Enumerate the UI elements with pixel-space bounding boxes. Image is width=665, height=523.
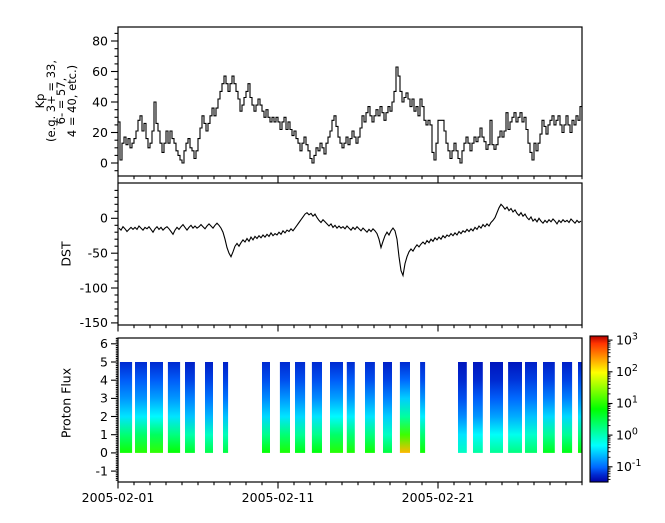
colorbar: 103 102 101 100 10-1 bbox=[589, 331, 641, 483]
y-tick-label: 80 bbox=[92, 33, 108, 48]
panel-frame bbox=[117, 182, 583, 326]
spectrogram-columns bbox=[119, 362, 582, 453]
y-tick-label: 3 bbox=[100, 391, 108, 406]
spectrogram-column bbox=[185, 362, 195, 453]
y-tick-label: -150 bbox=[80, 315, 108, 330]
x-tick-label-2005-02-01: 2005-02-01 bbox=[81, 490, 155, 505]
y-tick-label: 0 bbox=[100, 445, 108, 460]
y-tick-label: -50 bbox=[88, 246, 108, 261]
spectrogram-column bbox=[330, 362, 343, 453]
spectrogram-column bbox=[346, 362, 355, 453]
spectrogram-column bbox=[473, 362, 483, 453]
y-tick-label: 4 bbox=[100, 373, 108, 388]
spectrogram-column bbox=[262, 362, 270, 453]
spectrogram-column bbox=[578, 362, 582, 453]
spectrogram-column bbox=[223, 362, 229, 453]
y-tick-label: -1 bbox=[96, 463, 108, 478]
spectrogram-column bbox=[490, 362, 503, 453]
spectrogram-column bbox=[525, 362, 537, 453]
y-tick-label: 2 bbox=[100, 409, 108, 424]
y-tick-label: 5 bbox=[100, 354, 108, 369]
kp-axis-label-line-4: 4 = 40, etc.) bbox=[64, 64, 79, 138]
spectrogram-column bbox=[150, 362, 163, 453]
axes-frames-and-ticks bbox=[111, 26, 583, 489]
colorbar-tick-label: 10-1 bbox=[616, 458, 641, 474]
colorbar-tick-label: 102 bbox=[616, 363, 638, 379]
panel-frame bbox=[117, 337, 583, 483]
colorbar-tick-label: 100 bbox=[616, 426, 638, 442]
dst-line bbox=[118, 203, 582, 278]
y-tick-label: 60 bbox=[92, 64, 108, 79]
spectrogram-column bbox=[295, 362, 306, 453]
spectrogram-column bbox=[135, 362, 147, 453]
y-tick-label: 40 bbox=[92, 94, 108, 109]
spectrogram-column bbox=[508, 362, 522, 453]
spectrogram-column bbox=[279, 362, 290, 453]
colorbar-tick-label: 103 bbox=[616, 331, 638, 347]
proton-flux-axis-label: Proton Flux bbox=[58, 367, 74, 439]
dst-axis-label: DST bbox=[58, 241, 74, 267]
y-tick-label: 0 bbox=[100, 155, 108, 170]
x-tick-label-2005-02-11: 2005-02-11 bbox=[241, 490, 315, 505]
spectrogram-column bbox=[119, 362, 133, 453]
panel-frame bbox=[117, 26, 583, 177]
spectrogram-column bbox=[458, 362, 467, 453]
y-tick-label: 1 bbox=[100, 427, 108, 442]
colorbar-gradient bbox=[589, 335, 609, 483]
y-tick-label: 6 bbox=[100, 336, 108, 351]
spectrogram-column bbox=[311, 362, 322, 453]
y-tick-label: 0 bbox=[100, 211, 108, 226]
spectrogram-column bbox=[420, 362, 426, 453]
spectrogram-column bbox=[365, 362, 375, 453]
spectrogram-column bbox=[543, 362, 555, 453]
colorbar-tick-label: 101 bbox=[616, 395, 638, 411]
y-tick-label: 20 bbox=[92, 125, 108, 140]
y-tick-labels: 0 20 40 60 80 0 -50 -100 -150 -1 0 1 2 3 4 5 6 bbox=[80, 33, 108, 478]
spectrogram-column bbox=[167, 362, 181, 453]
spectrogram-column bbox=[205, 362, 213, 453]
y-tick-label: -100 bbox=[80, 280, 108, 295]
kp-axis-label: Kp (e.g. 3+ = 33, 6- = 57, 4 = 40, etc.) bbox=[33, 60, 79, 142]
x-tick-label-2005-02-21: 2005-02-21 bbox=[401, 490, 475, 505]
kp-step-line bbox=[118, 66, 582, 164]
spectrogram-column bbox=[562, 362, 573, 453]
spectrogram-column bbox=[399, 362, 410, 453]
spectrogram-column bbox=[383, 362, 392, 453]
